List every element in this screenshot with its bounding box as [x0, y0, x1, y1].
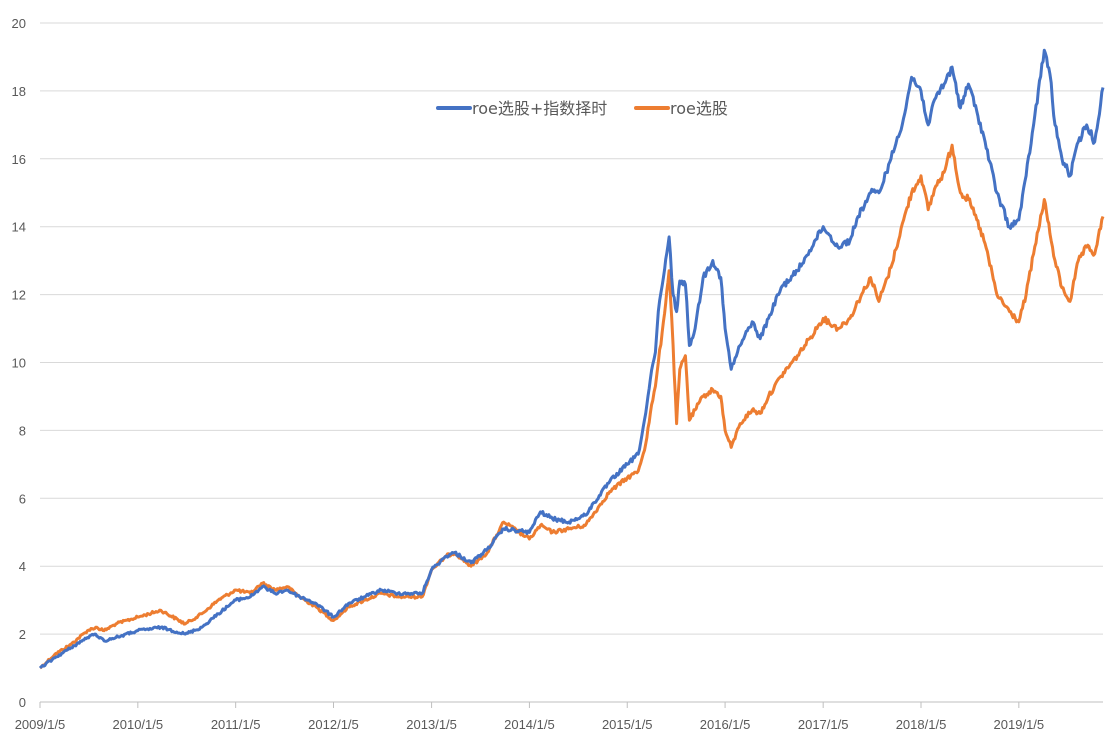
- x-axis-tick-labels: 2009/1/5 2010/1/5 2011/1/5 2012/1/5 2013/1/5…: [15, 702, 1044, 732]
- x-tick-label-6: 2015/1/5: [602, 717, 653, 732]
- x-tick-label-7: 2016/1/5: [700, 717, 751, 732]
- x-tick-label-0: 2009/1/5: [15, 717, 66, 732]
- x-tick-label-3: 2012/1/5: [308, 717, 359, 732]
- y-tick-label-6: 6: [19, 491, 26, 506]
- y-tick-label-18: 18: [12, 84, 26, 99]
- legend-label-roe-timing: roe选股+指数择时: [472, 99, 607, 118]
- x-tick-label-2: 2011/1/5: [211, 717, 261, 732]
- y-tick-label-8: 8: [19, 423, 26, 438]
- y-tick-label-4: 4: [19, 559, 26, 574]
- y-tick-label-20: 20: [12, 16, 26, 31]
- x-tick-label-4: 2013/1/5: [406, 717, 457, 732]
- x-tick-label-10: 2019/1/5: [994, 717, 1045, 732]
- x-tick-label-8: 2017/1/5: [798, 717, 849, 732]
- gridlines: [40, 22, 1103, 635]
- legend-label-roe: roe选股: [670, 99, 728, 118]
- y-tick-label-0: 0: [19, 695, 26, 710]
- series-line-0: [38, 48, 1105, 670]
- x-tick-label-5: 2014/1/5: [504, 717, 555, 732]
- legend: roe选股+指数择时 roe选股: [436, 99, 728, 118]
- y-tick-label-14: 14: [12, 220, 26, 235]
- y-axis-tick-labels: 0 2 4 6 8 10 12 14 16 18 20: [12, 16, 26, 710]
- x-tick-label-9: 2018/1/5: [896, 717, 947, 732]
- series-lines: [38, 48, 1105, 670]
- series-line-1: [39, 143, 1105, 670]
- y-tick-label-10: 10: [12, 356, 26, 371]
- x-tick-label-1: 2010/1/5: [113, 717, 164, 732]
- y-tick-label-12: 12: [12, 288, 26, 303]
- y-tick-label-2: 2: [19, 627, 26, 642]
- y-tick-label-16: 16: [12, 152, 26, 167]
